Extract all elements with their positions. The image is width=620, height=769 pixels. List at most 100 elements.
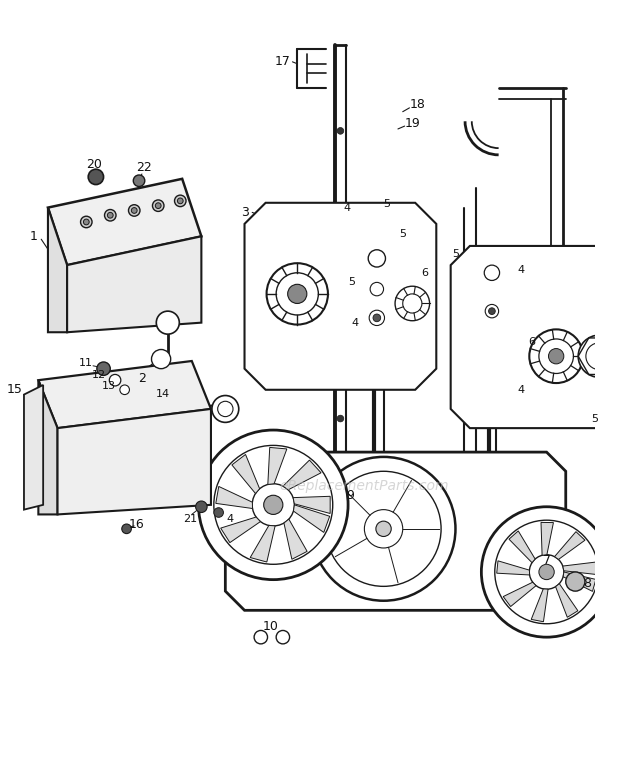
Circle shape (109, 375, 121, 386)
Polygon shape (250, 525, 275, 562)
Circle shape (88, 169, 104, 185)
Circle shape (151, 349, 171, 368)
Text: 21: 21 (183, 514, 197, 524)
Circle shape (337, 415, 343, 422)
Circle shape (288, 285, 307, 304)
Circle shape (481, 507, 612, 638)
Text: 20: 20 (86, 158, 102, 171)
Circle shape (529, 329, 583, 383)
Polygon shape (67, 236, 202, 332)
Circle shape (586, 343, 613, 370)
Polygon shape (48, 208, 67, 332)
Circle shape (365, 510, 403, 548)
Circle shape (153, 200, 164, 211)
Polygon shape (268, 448, 287, 484)
Circle shape (128, 205, 140, 216)
Circle shape (369, 310, 384, 325)
Polygon shape (24, 385, 43, 510)
Circle shape (276, 631, 290, 644)
Polygon shape (293, 504, 330, 532)
Text: 5: 5 (348, 278, 355, 288)
Text: 6: 6 (421, 268, 428, 278)
Text: 4: 4 (517, 384, 525, 394)
Text: 13: 13 (101, 381, 115, 391)
Text: eReplacementParts.com: eReplacementParts.com (280, 478, 449, 493)
Text: 11: 11 (79, 358, 93, 368)
Text: 4: 4 (351, 318, 358, 328)
Circle shape (174, 195, 186, 207)
Text: 3: 3 (241, 206, 249, 219)
Text: 4: 4 (226, 514, 234, 524)
Circle shape (120, 385, 130, 394)
Polygon shape (38, 361, 211, 428)
Circle shape (489, 308, 495, 315)
Circle shape (578, 335, 620, 378)
Text: 4: 4 (517, 265, 525, 275)
Text: 5: 5 (383, 198, 390, 208)
Polygon shape (563, 572, 596, 591)
Polygon shape (38, 380, 58, 514)
Circle shape (466, 281, 473, 288)
Polygon shape (531, 589, 548, 621)
Circle shape (337, 319, 343, 326)
Polygon shape (451, 246, 620, 428)
Polygon shape (232, 454, 260, 494)
Circle shape (252, 484, 294, 526)
Circle shape (376, 521, 391, 537)
Text: 5: 5 (591, 414, 598, 424)
Circle shape (395, 286, 430, 321)
Circle shape (326, 471, 441, 586)
Circle shape (565, 572, 585, 591)
Circle shape (549, 348, 564, 364)
Polygon shape (497, 561, 529, 575)
Text: 5: 5 (452, 248, 459, 258)
Text: 7: 7 (542, 554, 551, 567)
Circle shape (267, 263, 328, 325)
Circle shape (97, 362, 110, 375)
Circle shape (370, 282, 384, 296)
Polygon shape (293, 496, 330, 514)
Circle shape (214, 445, 333, 564)
Polygon shape (283, 460, 321, 490)
Polygon shape (509, 531, 535, 563)
Circle shape (484, 265, 500, 281)
Circle shape (131, 208, 137, 213)
Circle shape (198, 430, 348, 580)
Polygon shape (563, 562, 596, 574)
Polygon shape (216, 487, 252, 508)
Polygon shape (221, 517, 260, 543)
Circle shape (403, 294, 422, 313)
Text: 1: 1 (30, 230, 37, 243)
Text: 22: 22 (136, 161, 152, 174)
Polygon shape (284, 519, 307, 559)
Text: 5: 5 (399, 229, 406, 239)
Polygon shape (503, 582, 536, 607)
Circle shape (81, 216, 92, 228)
Circle shape (539, 339, 574, 374)
Circle shape (212, 395, 239, 422)
Circle shape (373, 314, 381, 321)
Circle shape (337, 224, 343, 230)
Circle shape (214, 508, 223, 518)
Circle shape (105, 209, 116, 221)
Text: 6: 6 (529, 337, 536, 347)
Circle shape (107, 212, 113, 218)
Circle shape (337, 128, 343, 135)
Polygon shape (556, 584, 578, 618)
Circle shape (133, 175, 145, 187)
Text: 10: 10 (262, 620, 278, 633)
Circle shape (177, 198, 183, 204)
Text: 12: 12 (92, 371, 106, 381)
Text: 15: 15 (6, 383, 22, 396)
Polygon shape (48, 179, 202, 265)
Circle shape (122, 524, 131, 534)
Circle shape (218, 401, 233, 417)
Text: 18: 18 (409, 98, 425, 112)
Text: 2: 2 (138, 371, 146, 384)
Circle shape (264, 495, 283, 514)
Polygon shape (541, 522, 554, 555)
Circle shape (529, 554, 564, 589)
Circle shape (276, 273, 318, 315)
Polygon shape (225, 452, 565, 611)
Polygon shape (554, 531, 585, 560)
